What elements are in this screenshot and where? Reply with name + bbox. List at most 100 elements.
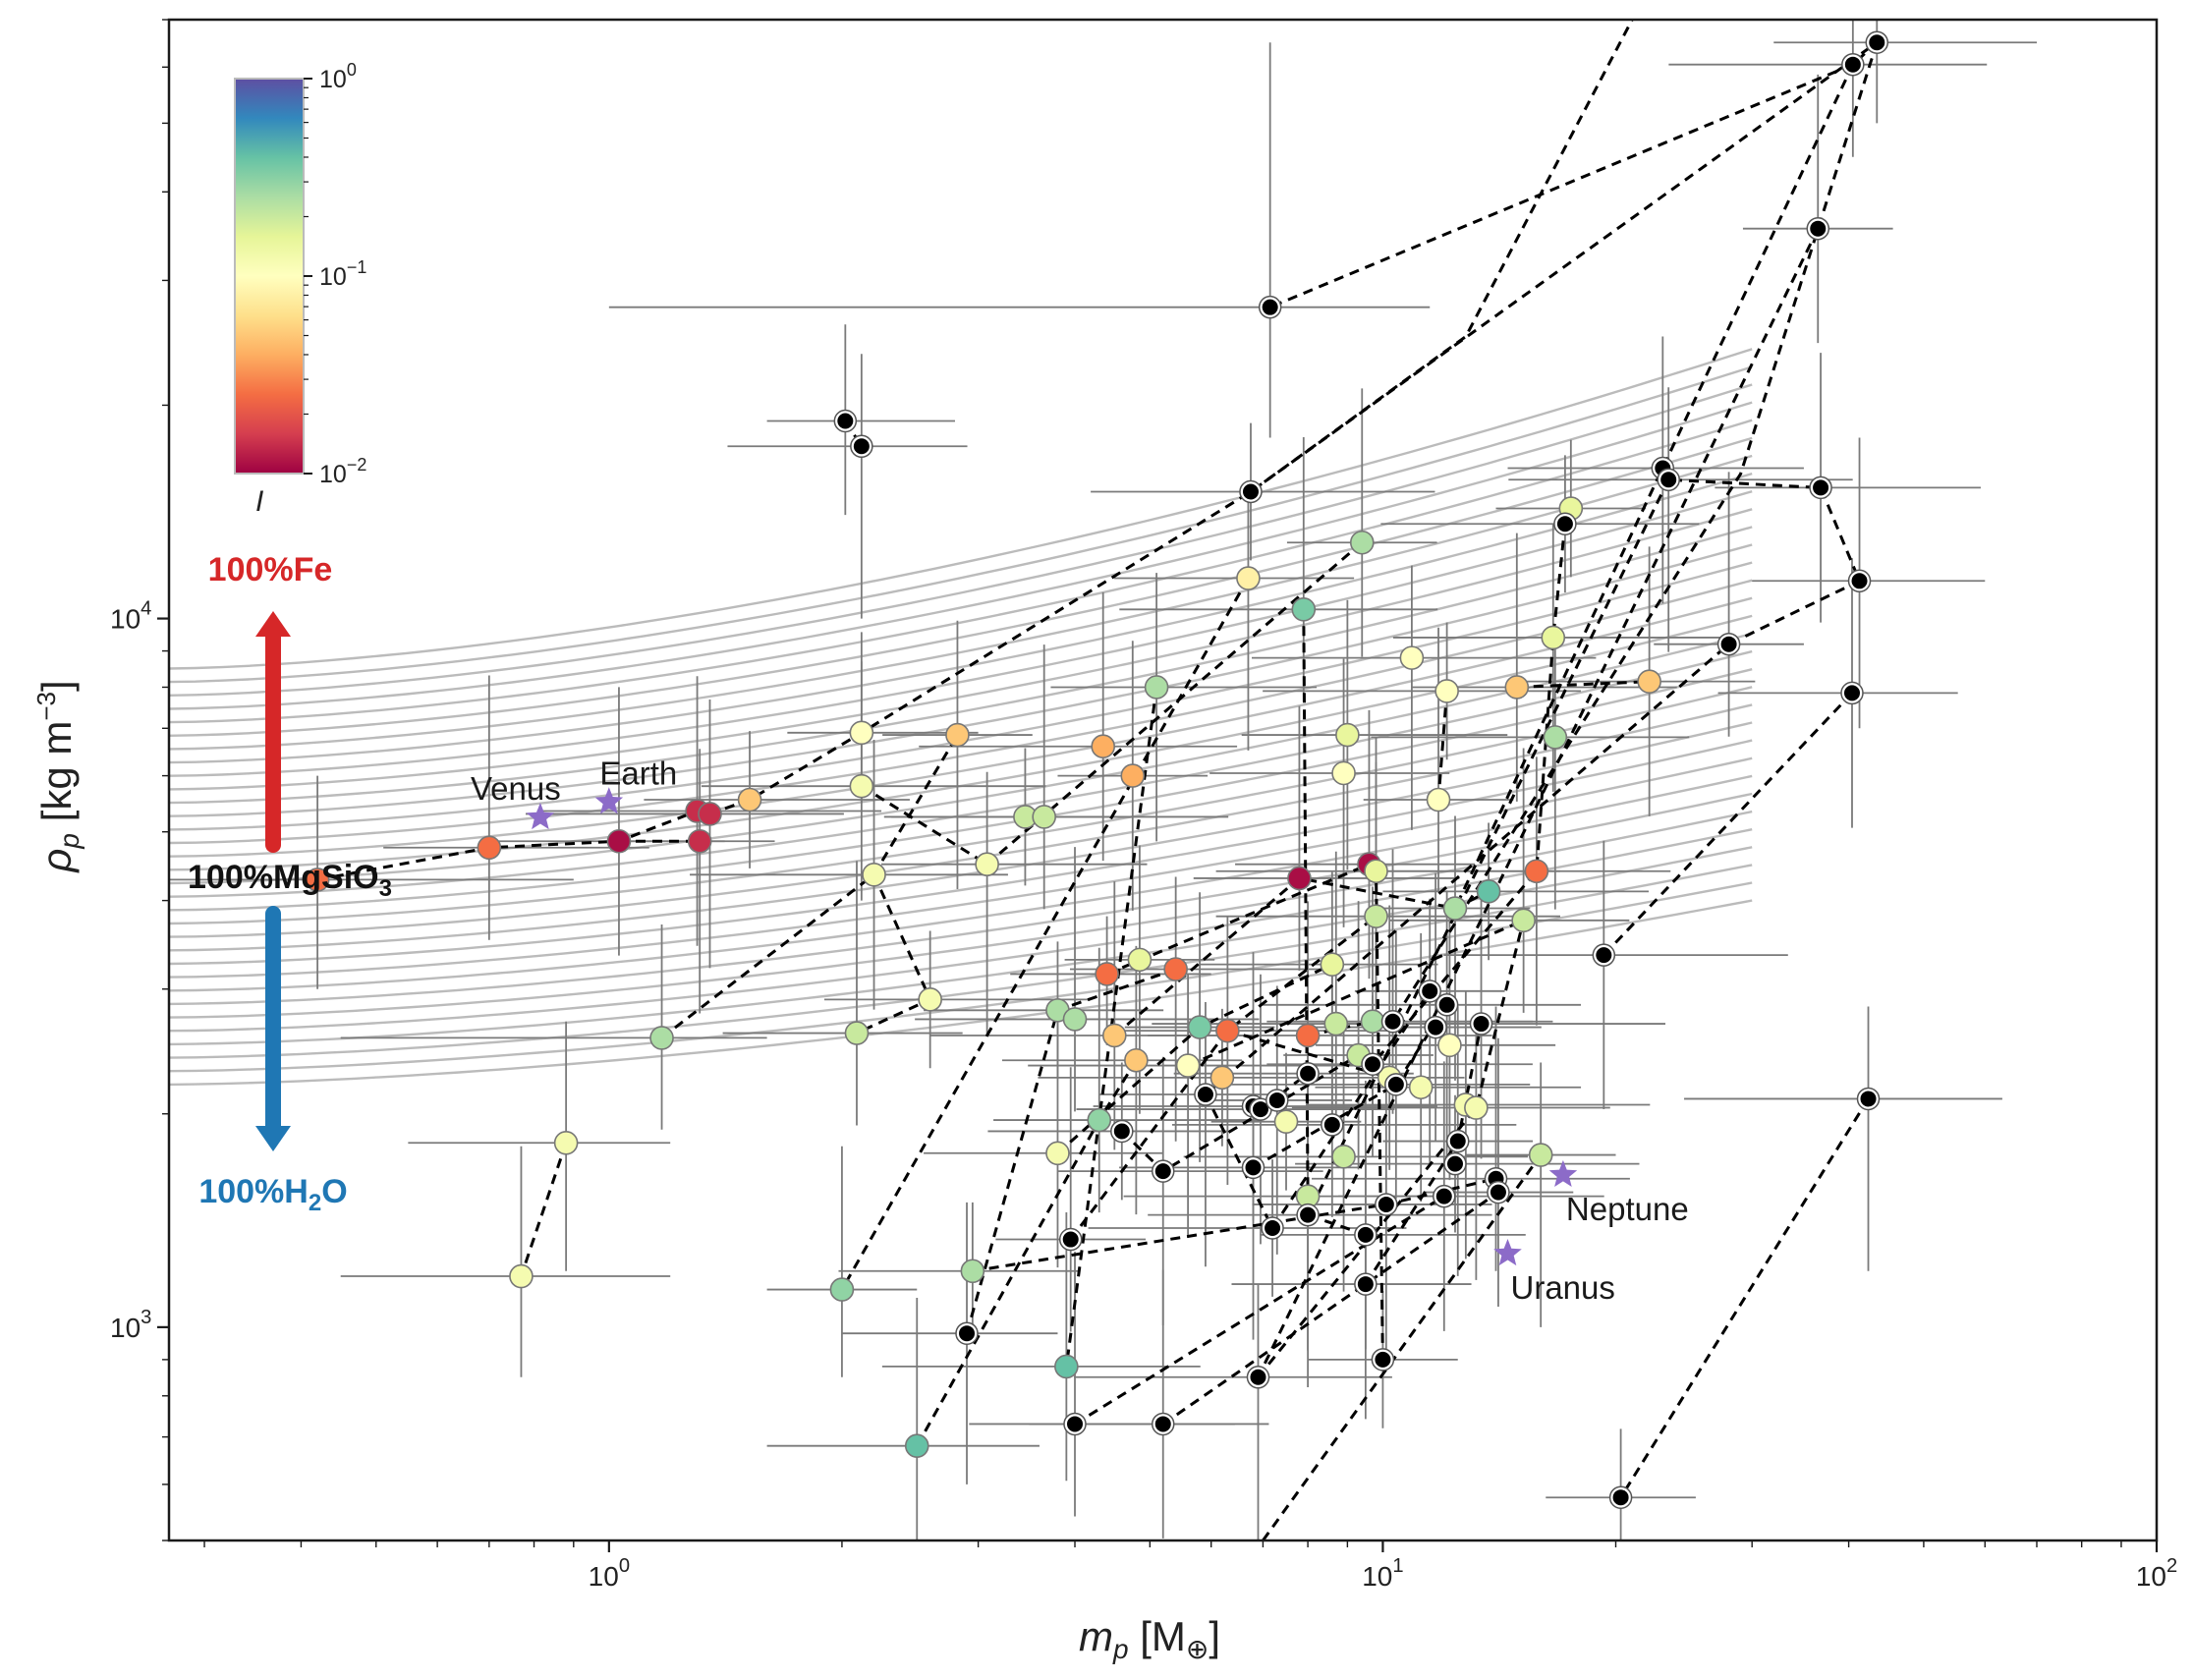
dashed-link	[1306, 478, 1670, 1216]
data-point	[1250, 1369, 1266, 1385]
data-point	[477, 835, 502, 861]
earth-label: Earth	[599, 755, 677, 791]
dashed-link	[1187, 919, 1525, 1067]
data-point	[1209, 1065, 1235, 1091]
x-axis-title: mp [M⊕]	[1079, 1613, 1220, 1664]
composition-curve	[169, 401, 1753, 710]
data-point	[1473, 1016, 1490, 1033]
data-point	[1300, 1206, 1317, 1223]
x-tick-label: 101	[1362, 1555, 1403, 1592]
data-point	[1091, 734, 1116, 759]
data-point	[1843, 685, 1860, 701]
neptune-marker	[1548, 1159, 1578, 1187]
data-point	[1120, 763, 1146, 788]
dashed-link	[972, 1177, 1496, 1273]
dashed-link	[316, 20, 1634, 881]
composition-curve	[169, 365, 1753, 684]
data-point	[1154, 1163, 1171, 1180]
data-point	[1245, 1159, 1262, 1176]
dashed-link	[1250, 40, 1879, 493]
data-point	[1045, 1141, 1070, 1166]
data-point	[1422, 982, 1438, 999]
composition-curve	[169, 383, 1753, 697]
data-point	[1490, 1184, 1506, 1201]
data-point	[1095, 962, 1119, 986]
data-point	[1215, 1018, 1240, 1043]
data-point	[1320, 952, 1345, 977]
data-point	[1476, 879, 1501, 904]
solar-system-planets: Venus Earth Neptune Uranus	[471, 755, 1689, 1306]
fe-arrow-head	[255, 611, 291, 637]
dashed-link	[1391, 41, 1879, 1023]
composition-curve	[169, 348, 1753, 670]
dashed-link	[1453, 64, 1855, 910]
colorbar-tick-label: 10−2	[319, 455, 366, 488]
data-point	[1331, 1145, 1356, 1169]
composition-curve	[169, 526, 1753, 805]
composition-curve	[169, 668, 1753, 912]
data-point	[1528, 1143, 1553, 1167]
data-point	[1262, 299, 1278, 315]
composition-curve	[169, 632, 1753, 885]
data-point	[1291, 597, 1317, 622]
data-point	[1541, 625, 1566, 650]
data-point	[1860, 1091, 1877, 1107]
data-point	[1175, 1053, 1201, 1078]
data-point	[1252, 1101, 1268, 1118]
data-point	[1612, 1489, 1629, 1506]
data-point	[1660, 472, 1677, 488]
data-point	[1032, 805, 1056, 829]
colorbar-ticks: 100 10−1 10−2	[304, 60, 366, 488]
composition-curve	[169, 649, 1753, 898]
error-bars	[169, 20, 2038, 1540]
dashed-link	[1262, 1153, 1543, 1540]
composition-curves	[169, 348, 1753, 1087]
data-point	[1408, 1075, 1434, 1100]
composition-curve	[169, 579, 1753, 845]
data-point	[1438, 996, 1455, 1013]
data-point	[1331, 760, 1356, 786]
data-point	[1637, 669, 1661, 694]
data-point	[1357, 1276, 1374, 1293]
mgsio3-label: 100%MgSiO3	[188, 859, 392, 902]
h2o-arrow-head	[255, 1126, 291, 1151]
dashed-link	[856, 873, 932, 1035]
dashed-link	[1436, 691, 1449, 801]
data-point	[1869, 34, 1885, 51]
composition-curve	[169, 703, 1753, 938]
composition-curve	[169, 864, 1753, 1059]
composition-curve	[169, 596, 1753, 858]
data-point	[1844, 56, 1861, 73]
data-point	[1144, 675, 1169, 700]
data-point	[849, 720, 874, 746]
colorbar-tick-label: 10−1	[319, 257, 366, 291]
data-point	[1464, 1095, 1489, 1120]
dashed-link	[1302, 609, 1310, 1197]
dashed-link	[1257, 228, 1820, 1378]
data-point	[1596, 947, 1612, 964]
data-point	[1360, 1009, 1385, 1035]
dashed-link	[1161, 1191, 1499, 1426]
dashed-link	[1603, 692, 1854, 957]
data-point	[1437, 1033, 1462, 1058]
uranus-label: Uranus	[1511, 1269, 1615, 1306]
dashed-link	[519, 1142, 568, 1277]
composition-curve	[169, 454, 1753, 751]
composition-curve	[169, 756, 1753, 979]
data-point	[1124, 1047, 1149, 1073]
data-point	[687, 828, 712, 854]
data-point	[1349, 530, 1375, 555]
data-point	[945, 722, 970, 748]
data-point	[829, 1277, 855, 1302]
data-point	[1295, 1023, 1321, 1048]
data-point	[837, 413, 854, 429]
data-point	[1197, 1087, 1213, 1103]
data-point	[1524, 859, 1549, 884]
data-point	[1442, 896, 1468, 921]
data-point	[1375, 1351, 1391, 1368]
data-point	[1387, 1076, 1404, 1092]
data-point	[509, 1263, 534, 1289]
venus-label: Venus	[471, 770, 561, 807]
h2o-label: 100%H2O	[198, 1173, 347, 1216]
